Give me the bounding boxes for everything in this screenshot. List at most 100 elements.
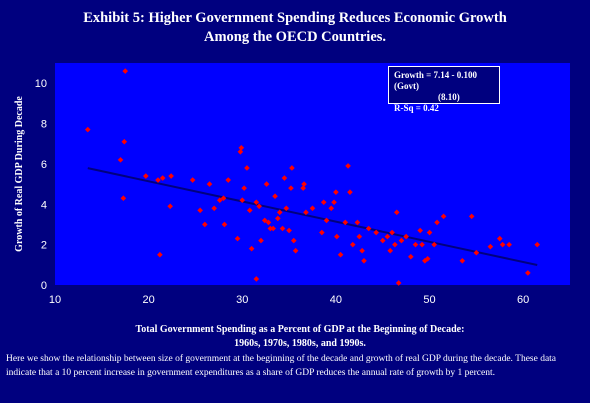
- data-point: [359, 247, 365, 254]
- data-point: [256, 203, 262, 210]
- data-point: [499, 241, 506, 248]
- data-point: [168, 173, 174, 179]
- data-point: [331, 199, 337, 206]
- data-point: [426, 229, 433, 236]
- data-point: [263, 181, 270, 187]
- data-point: [309, 205, 316, 212]
- data-point: [155, 177, 161, 183]
- data-point: [246, 207, 253, 214]
- data-point: [167, 203, 173, 210]
- data-point: [434, 219, 440, 226]
- data-point: [303, 209, 309, 216]
- data-point: [276, 209, 283, 216]
- y-axis-title-group: Growth of Real GDP During Decade: [14, 96, 25, 252]
- data-point: [253, 276, 260, 282]
- data-point: [408, 253, 414, 260]
- y-tick-label: 6: [41, 159, 47, 171]
- data-point: [288, 185, 294, 191]
- data-point: [202, 221, 208, 228]
- data-point: [496, 235, 503, 242]
- data-point: [120, 195, 127, 202]
- data-point: [342, 219, 349, 226]
- axes: 10 20 30 40 50 60 0 2 4 6 8 10: [35, 78, 530, 306]
- y-tick-label: 0: [41, 280, 47, 292]
- regression-trendline: [87, 167, 538, 266]
- data-point: [395, 280, 402, 286]
- data-point: [159, 175, 166, 181]
- data-point: [417, 227, 423, 234]
- data-point: [393, 209, 400, 216]
- data-point: [253, 199, 260, 206]
- data-points: [84, 68, 541, 286]
- data-point: [301, 181, 307, 187]
- data-point: [347, 189, 353, 195]
- x-axis-title-line-2: 1960s, 1970s, 1980s, and 1990s.: [234, 338, 366, 349]
- data-point: [289, 165, 295, 171]
- data-point: [270, 225, 276, 232]
- data-point: [286, 227, 292, 234]
- data-point: [265, 219, 272, 226]
- data-point: [403, 233, 409, 240]
- trendline-group: [87, 167, 538, 266]
- data-point: [283, 205, 290, 212]
- data-point: [389, 229, 395, 236]
- data-point: [328, 205, 335, 212]
- data-point: [84, 126, 91, 133]
- data-point: [422, 257, 428, 264]
- data-point: [234, 235, 241, 242]
- data-point: [387, 247, 394, 254]
- data-point: [459, 257, 466, 264]
- data-point: [487, 243, 494, 250]
- data-point: [419, 241, 425, 248]
- data-point: [361, 257, 367, 264]
- data-point: [365, 225, 372, 232]
- equation-line-2: (8.10): [438, 92, 460, 102]
- y-axis-title: Growth of Real GDP During Decade: [14, 96, 25, 252]
- data-point: [373, 229, 379, 236]
- explanatory-note: Here we show the relationship between si…: [6, 354, 557, 378]
- data-point: [221, 221, 228, 228]
- data-point: [412, 241, 419, 248]
- data-point: [300, 185, 306, 191]
- x-tick-label: 40: [330, 294, 342, 306]
- data-point: [197, 207, 203, 214]
- x-tick-label: 30: [236, 294, 248, 306]
- data-point: [279, 225, 286, 232]
- data-point: [241, 185, 247, 191]
- data-point: [334, 233, 340, 240]
- data-point: [320, 199, 327, 206]
- data-point: [356, 233, 363, 240]
- data-point: [220, 195, 227, 202]
- data-point: [290, 237, 297, 244]
- data-point: [468, 213, 475, 220]
- regression-equation-box: Growth = 7.14 - 0.100 (Govt) (8.10) R-Sq…: [388, 66, 500, 113]
- data-point: [267, 225, 274, 232]
- x-tick-label: 20: [143, 294, 155, 306]
- data-point: [392, 241, 398, 248]
- y-tick-label: 10: [35, 78, 47, 90]
- data-point: [337, 251, 344, 258]
- data-point: [525, 270, 531, 276]
- data-point: [424, 255, 431, 262]
- data-point: [238, 144, 245, 151]
- data-point: [237, 149, 244, 155]
- data-point: [244, 165, 250, 171]
- data-point: [506, 241, 512, 248]
- data-point: [143, 173, 149, 179]
- data-point: [122, 68, 129, 74]
- y-tick-label: 2: [41, 240, 47, 252]
- data-point: [398, 237, 405, 244]
- data-point: [473, 249, 480, 256]
- data-point: [121, 138, 128, 145]
- data-point: [272, 193, 278, 199]
- data-point: [345, 163, 351, 169]
- data-point: [157, 251, 163, 258]
- data-point: [379, 237, 386, 244]
- data-point: [281, 175, 288, 181]
- chart-title: Exhibit 5: Higher Government Spending Re…: [83, 10, 507, 45]
- data-point: [206, 181, 213, 187]
- y-tick-label: 8: [41, 119, 47, 131]
- data-point: [319, 229, 325, 236]
- data-point: [354, 219, 361, 226]
- x-tick-label: 60: [517, 294, 529, 306]
